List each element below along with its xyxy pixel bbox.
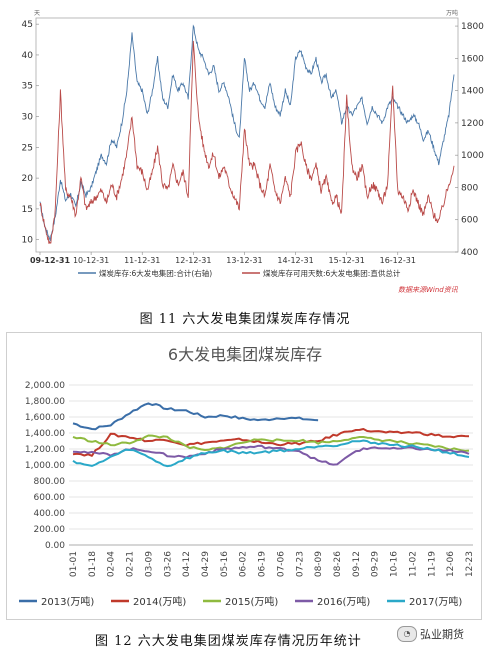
x-tick-label: 11-12-31 <box>124 256 160 265</box>
left-tick-label: 35 <box>22 82 33 92</box>
plot-border <box>35 17 459 253</box>
x-tick-label: 01-01 <box>69 551 79 577</box>
x-tick-label: 12-12-31 <box>175 256 211 265</box>
series-line-2016 <box>72 444 470 466</box>
legend-label: 2014(万吨) <box>133 595 186 608</box>
legend-label: 2013(万吨) <box>41 595 94 608</box>
x-tick-label: 13-12-31 <box>226 256 262 265</box>
source-note: 数据来源Wind资讯 <box>398 286 459 294</box>
x-tick-label: 08-09 <box>314 551 324 577</box>
legend: 煤炭库存:6大发电集团:合计(右轴) 煤炭库存可用天数:6大发电集团:直供总计 <box>78 268 401 278</box>
x-tick-label: 09-12 <box>352 551 362 577</box>
x-axis-ticks: 09-12-31 10-12-31 11-12-31 12-12-31 13-12-31… <box>30 252 416 265</box>
y-tick-label: 600.00 <box>34 493 66 503</box>
legend-label: 2015(万吨) <box>225 595 278 608</box>
legend-label-days: 煤炭库存可用天数:6大发电集团:直供总计 <box>263 268 401 278</box>
x-tick-label: 12-23 <box>465 551 475 577</box>
y-tick-label: 1,000.00 <box>25 461 65 471</box>
series-line-2014 <box>72 428 470 457</box>
x-tick-label: 08-26 <box>333 551 343 577</box>
x-tick-label: 03-26 <box>163 551 173 577</box>
right-tick-label: 1200 <box>461 119 484 129</box>
yearly-inventory-chart-panel: 6大发电集团煤炭库存 0.00 200.00 400.00 600.00 800.00 1… <box>6 332 482 620</box>
right-tick-label: 1000 <box>461 151 484 161</box>
x-tick-label: 07-06 <box>276 551 286 577</box>
y-tick-label: 1,800.00 <box>25 397 65 407</box>
left-tick-label: 25 <box>22 143 33 153</box>
legend: 2013(万吨) 2014(万吨) 2015(万吨) 2016(万吨) 2017(万吨) <box>19 595 462 608</box>
x-tick-label: 11-02 <box>408 551 418 577</box>
left-tick-label: 30 <box>22 113 34 123</box>
watermark: ◔ 弘业期货 <box>397 626 464 642</box>
x-tick-label: 01-18 <box>88 551 98 577</box>
right-axis-ticks: 400 600 800 1000 1200 1400 1600 1800 <box>455 22 484 258</box>
plot-frame <box>35 17 459 253</box>
x-tick-label: 16-12-31 <box>380 256 416 265</box>
right-tick-label: 400 <box>461 248 478 258</box>
wechat-logo-icon: ◔ <box>397 626 417 642</box>
gridlines <box>69 384 473 546</box>
y-tick-label: 800.00 <box>34 477 66 487</box>
right-tick-label: 600 <box>461 216 478 226</box>
x-tick-label: 02-04 <box>107 551 117 577</box>
x-tick-label: 14-12-31 <box>277 256 313 265</box>
series-line-2017 <box>72 439 470 468</box>
y-tick-label: 1,400.00 <box>25 429 65 439</box>
right-tick-label: 1800 <box>461 22 484 32</box>
legend-label: 2016(万吨) <box>317 595 370 608</box>
y-tick-label: 0.00 <box>45 541 65 551</box>
left-tick-label: 40 <box>22 51 34 61</box>
x-tick-label: 10-16 <box>390 551 400 577</box>
y-axis-ticks: 0.00 200.00 400.00 600.00 800.00 1,000.00 1,20… <box>25 381 65 551</box>
x-tick-label: 12-06 <box>446 551 456 577</box>
y-tick-label: 200.00 <box>34 525 66 535</box>
left-axis-ticks: 10 15 20 25 30 35 40 45 <box>22 20 39 246</box>
available-days-line <box>39 40 455 244</box>
y-tick-label: 1,200.00 <box>25 445 65 455</box>
x-tick-label: 09-29 <box>371 551 381 577</box>
right-tick-label: 1600 <box>461 54 484 64</box>
y-tick-label: 1,600.00 <box>25 413 65 423</box>
x-tick-label: 15-12-31 <box>329 256 365 265</box>
figure-12-caption: 图 12 六大发电集团煤炭库存情况历年统计 <box>95 634 362 649</box>
x-tick-label: 04-12 <box>182 551 192 577</box>
series-lines <box>39 24 455 244</box>
x-tick-label: 06-02 <box>239 551 249 577</box>
right-tick-label: 1400 <box>461 87 484 97</box>
legend-label: 2017(万吨) <box>409 595 462 608</box>
y-tick-label: 2,000.00 <box>25 381 65 391</box>
left-axis-unit: 天 <box>34 10 40 17</box>
left-tick-label: 45 <box>22 20 33 30</box>
x-tick-label: 05-16 <box>220 551 230 577</box>
series-lines <box>72 402 470 468</box>
watermark-text: 弘业期货 <box>420 628 464 641</box>
y-tick-label: 400.00 <box>34 509 66 519</box>
series-line-2013 <box>72 402 319 431</box>
figure-11-caption: 图 11 六大发电集团煤炭库存情况 <box>139 312 351 327</box>
coal-inventory-dual-axis-chart: 天 万吨 10 15 20 25 30 35 40 45 400 600 800 1000 1200 1… <box>22 9 485 294</box>
left-tick-label: 15 <box>22 205 33 215</box>
x-tick-label: 06-19 <box>258 551 268 577</box>
legend-label-inventory: 煤炭库存:6大发电集团:合计(右轴) <box>99 268 212 278</box>
x-tick-label: 02-21 <box>126 551 136 577</box>
left-tick-label: 10 <box>22 236 34 246</box>
x-tick-label: 07-23 <box>295 551 305 577</box>
x-tick-label: 03-09 <box>144 551 154 577</box>
x-tick-label: 11-19 <box>427 551 437 577</box>
x-tick-label: 10-12-31 <box>73 256 109 265</box>
series-line-2015 <box>72 434 470 452</box>
right-axis-unit: 万吨 <box>446 9 458 17</box>
x-tick-label: 04-29 <box>201 551 211 577</box>
x-tick-label: 09-12-31 <box>30 256 70 265</box>
inventory-total-line <box>39 24 455 242</box>
right-tick-label: 800 <box>461 183 478 193</box>
yearly-inventory-chart: 6大发电集团煤炭库存 0.00 200.00 400.00 600.00 800.00 1… <box>19 345 475 608</box>
chart-title: 6大发电集团煤炭库存 <box>168 345 322 364</box>
left-tick-label: 20 <box>22 174 34 184</box>
x-axis-ticks: 01-01 01-18 02-04 02-21 03-09 03-26 04-12 04-29… <box>69 551 475 577</box>
